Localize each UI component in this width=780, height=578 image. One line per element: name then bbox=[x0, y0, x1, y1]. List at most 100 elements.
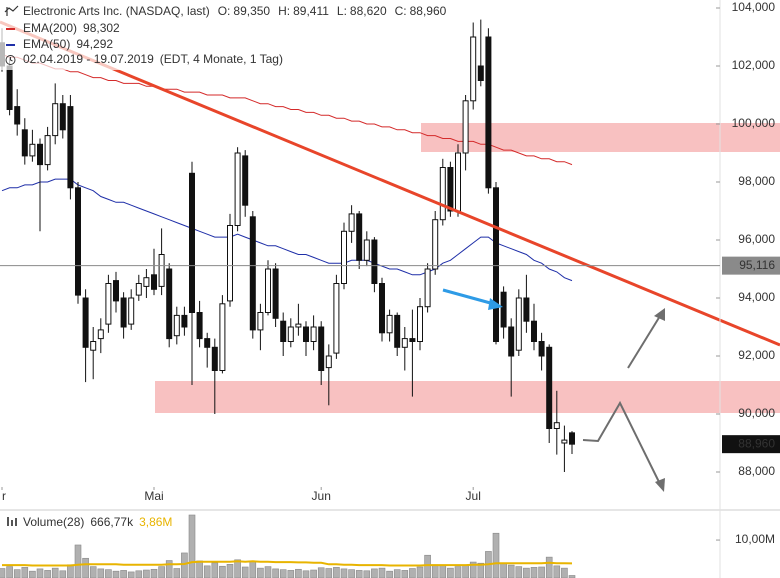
candle-body bbox=[546, 346, 553, 429]
candle-body bbox=[44, 135, 51, 166]
candle-body bbox=[189, 172, 195, 313]
candle-body bbox=[409, 338, 416, 343]
candle-body bbox=[120, 297, 127, 328]
volume-bar bbox=[112, 570, 120, 578]
candle-body bbox=[424, 268, 431, 308]
volume-bar bbox=[143, 569, 150, 578]
volume-bar bbox=[219, 565, 226, 578]
volume-bar bbox=[416, 566, 424, 578]
candle-body bbox=[166, 268, 173, 340]
candle-body bbox=[113, 280, 119, 302]
volume-bar bbox=[530, 567, 538, 578]
volume-bar bbox=[82, 557, 89, 578]
volume-bar bbox=[553, 565, 561, 578]
candle-body bbox=[151, 274, 157, 290]
volume-bar bbox=[89, 566, 97, 578]
candle-body bbox=[432, 219, 439, 270]
ohlc-label: O: bbox=[218, 4, 231, 18]
candle-body bbox=[318, 326, 325, 371]
volume-bar bbox=[302, 570, 310, 578]
candle-body bbox=[523, 297, 530, 322]
candle-body bbox=[569, 432, 575, 445]
candle-body bbox=[348, 213, 355, 232]
volume-legend: Volume(28) 666,77k 3,86M bbox=[23, 515, 172, 529]
volume-bar bbox=[158, 566, 165, 578]
candle-body bbox=[14, 106, 21, 125]
candle-body bbox=[485, 36, 492, 189]
candle-body bbox=[386, 314, 393, 334]
volume-bar bbox=[249, 560, 257, 578]
header: Electronic Arts Inc. (NASDAQ, last) O: 89,… bbox=[0, 0, 447, 70]
y-tick-label: 102,000 bbox=[732, 58, 776, 72]
volume-bar bbox=[507, 564, 515, 578]
candle-body bbox=[265, 268, 271, 313]
volume-bar bbox=[355, 570, 363, 578]
volume-bar bbox=[523, 567, 530, 578]
support-zone bbox=[155, 381, 780, 413]
volume-bar bbox=[234, 559, 241, 578]
volume-bar bbox=[211, 562, 219, 578]
candle-body bbox=[173, 314, 180, 337]
volume-bar bbox=[371, 568, 378, 578]
candle-body bbox=[493, 187, 499, 342]
volume-tick-label: 10,00M bbox=[735, 532, 775, 546]
candle-body bbox=[90, 341, 97, 351]
y-tick-label: 98,000 bbox=[738, 174, 775, 188]
ohlc-label: C: bbox=[395, 4, 407, 18]
ohlc-label: H: bbox=[278, 4, 290, 18]
candle-body bbox=[417, 306, 423, 343]
candle-body bbox=[447, 167, 454, 212]
y-tick-label: 96,000 bbox=[738, 232, 775, 246]
volume-bar bbox=[150, 568, 158, 578]
scenario-arrows bbox=[582, 308, 665, 492]
candle-body bbox=[553, 422, 560, 430]
y-tick-label: 92,000 bbox=[738, 348, 775, 362]
x-tick-label: Jun bbox=[312, 489, 331, 503]
volume-title: Volume(28) bbox=[23, 515, 84, 529]
candle-body bbox=[105, 283, 112, 325]
volume-bar bbox=[561, 567, 568, 578]
candle-body bbox=[394, 314, 401, 348]
ema-line bbox=[1, 178, 573, 282]
volume-bar bbox=[165, 560, 173, 578]
candle-body bbox=[67, 106, 74, 189]
legend-value: 98,302 bbox=[83, 21, 120, 35]
volume-bar bbox=[181, 552, 188, 578]
price-marker-box bbox=[722, 256, 780, 275]
candle-body bbox=[531, 320, 537, 343]
volume-bar bbox=[51, 567, 59, 578]
volume-bar bbox=[173, 568, 181, 578]
volume-bar bbox=[257, 567, 264, 578]
volume-bar bbox=[188, 514, 196, 578]
candle-body bbox=[82, 297, 89, 348]
x-tick-label: Mai bbox=[144, 489, 163, 503]
legend-name: EMA(200) bbox=[23, 21, 77, 35]
candle-body bbox=[477, 65, 484, 81]
volume-bar bbox=[447, 567, 454, 578]
candle-body bbox=[52, 103, 59, 137]
candle-body bbox=[29, 143, 36, 157]
price-marker-box bbox=[722, 435, 780, 454]
volume-bar bbox=[105, 569, 112, 578]
volume-bar bbox=[272, 568, 279, 578]
blue-arrow bbox=[442, 288, 503, 310]
volume-bar bbox=[295, 568, 302, 578]
volume-bar bbox=[401, 570, 409, 578]
candle-body bbox=[333, 283, 340, 354]
candle-body bbox=[181, 314, 188, 328]
y-tick-label: 100,000 bbox=[732, 116, 776, 130]
candle-body bbox=[196, 312, 203, 340]
legend-name: EMA(50) bbox=[23, 37, 70, 51]
candle-body bbox=[242, 155, 249, 206]
candle-body bbox=[21, 129, 28, 157]
volume-bar bbox=[67, 564, 74, 578]
volume-bar bbox=[409, 568, 416, 578]
candle-body bbox=[401, 338, 408, 348]
candle-body bbox=[6, 65, 13, 110]
candle-body bbox=[211, 346, 218, 371]
volume-bar bbox=[241, 566, 249, 578]
volume-bar bbox=[127, 571, 135, 578]
price-marker-label: 95,116 bbox=[739, 258, 775, 272]
candle-body bbox=[561, 439, 568, 444]
volume-bar bbox=[545, 556, 553, 578]
